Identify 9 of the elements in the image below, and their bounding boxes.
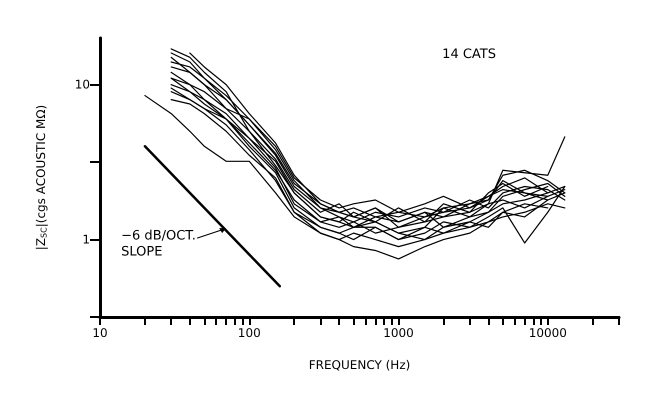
y-axis-title: |ZSC|(cgs ACOUSTIC MΩ) [34,104,48,250]
x-tick-label: 10000 [528,326,567,340]
x-tick-label: 10 [92,326,108,340]
x-axis-title: FREQUENCY (Hz) [308,358,410,372]
x-tick-label: 1000 [383,326,414,340]
annotation: −6 dB/OCT. SLOPE [121,228,200,260]
annotation: 14 CATS [442,47,496,62]
x-tick-label: 100 [238,326,261,340]
y-tick-label: 1 [82,232,90,247]
